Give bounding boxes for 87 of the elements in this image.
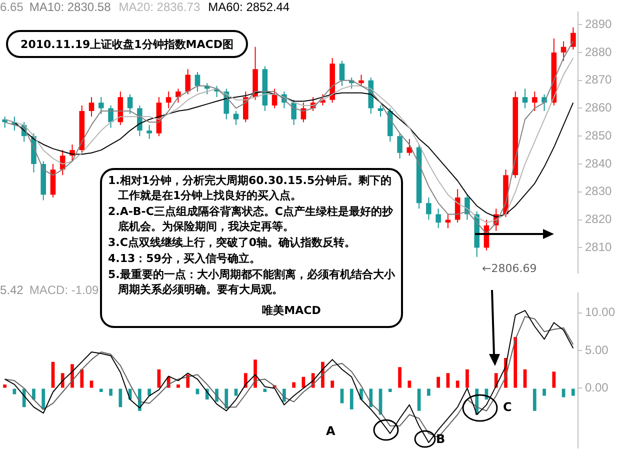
bar [3,384,7,388]
candlestick [146,124,152,140]
candlestick [194,71,200,92]
y-tick-label: 2860 [585,100,612,115]
bar [224,388,228,409]
candlestick [60,150,66,176]
candlestick [436,208,441,229]
bar [427,388,430,396]
bar [330,380,334,388]
bar [350,388,354,410]
annotation: 3.C点双线继续上行，突破了0轴。确认指数反转。 [108,235,357,250]
bar [118,388,122,408]
candlestick [127,94,133,114]
bar [562,388,566,398]
candlestick [378,104,384,118]
candlestick [358,74,364,86]
annotation: 5.最重要的一点：大小周期都不能割离，必须有机结合大小周期关系必须明确。要有大局观。 [108,267,395,297]
bar [542,388,546,396]
candlestick [570,26,576,50]
candlestick [88,96,94,118]
candlestick [243,90,248,123]
bar [99,388,103,392]
bar [60,373,64,388]
y-tick-label: 0.00 [585,380,609,395]
text: 2010.11.19上证收盘1分钟指数MACD图 [6,30,248,58]
candlestick [560,40,566,62]
text: MACD: -1.09 [29,283,99,297]
text: MA20: 2836.73 [118,0,200,14]
bar [436,376,440,388]
bar [32,388,36,400]
bar [417,388,421,411]
candlestick [108,104,114,128]
bar [456,380,460,388]
bar [292,382,296,388]
bar [408,380,412,388]
bar [109,388,112,396]
y-tick-label: 2830 [585,184,612,198]
annotation: 1.相对1分钟，分析完大周期60.30.15.5分钟后。剩下的工作就是在1分钟上找良好的买入点。 [108,173,393,203]
candlestick [339,60,345,86]
y-tick-label: 2880 [585,44,612,59]
bar [12,388,16,394]
bar [186,374,190,388]
y-tick-label: 2840 [585,156,612,170]
bar [196,388,200,394]
bar [532,388,536,411]
annotation: 唯美MACD [261,303,322,318]
bar [398,367,402,388]
candlestick [185,68,190,95]
bar [176,384,180,388]
annotation: A [326,424,336,438]
y-tick-label: 2870 [585,72,612,87]
bar [514,336,518,388]
y-tick-label: 2850 [585,128,612,142]
candlestick [233,110,239,126]
text: MA60: 2852.44 [208,0,290,14]
y-tick-label: 10.00 [585,305,616,320]
candlestick [397,132,402,159]
candlestick [522,88,528,109]
bar [466,369,469,388]
bar [571,388,575,396]
candlestick [98,96,104,114]
bar [80,369,84,388]
annotation: 5.42 [0,283,24,297]
annotation: B [436,432,446,446]
bar [388,388,392,392]
annotation: C [503,400,512,414]
bar [552,372,556,388]
text: MA10: 2830.58 [29,0,111,14]
annotation: ←2806.69 [482,262,537,275]
annotation: 4.13：59分，买入信号确立。 [108,251,262,266]
bar [42,388,46,410]
candlestick [426,196,432,220]
y-tick-label: 2820 [585,212,612,226]
y-tick-label: 5.00 [585,342,609,357]
bar [340,388,344,404]
bar [234,388,238,396]
bar [254,360,257,388]
bar [263,388,267,392]
candlestick [166,90,172,109]
y-tick-label: 2810 [585,240,612,254]
bar [148,388,152,396]
candlestick [176,88,181,104]
annotation: 6.65 [0,0,24,14]
y-tick-label: 2890 [585,16,612,31]
candlestick [532,90,538,112]
annotation: 2.A-B-C三点组成隔谷背离状态。C点产生绿柱是最好的抄底机会。为保险期间，我决定再等。 [108,204,394,234]
candlestick [291,99,296,126]
